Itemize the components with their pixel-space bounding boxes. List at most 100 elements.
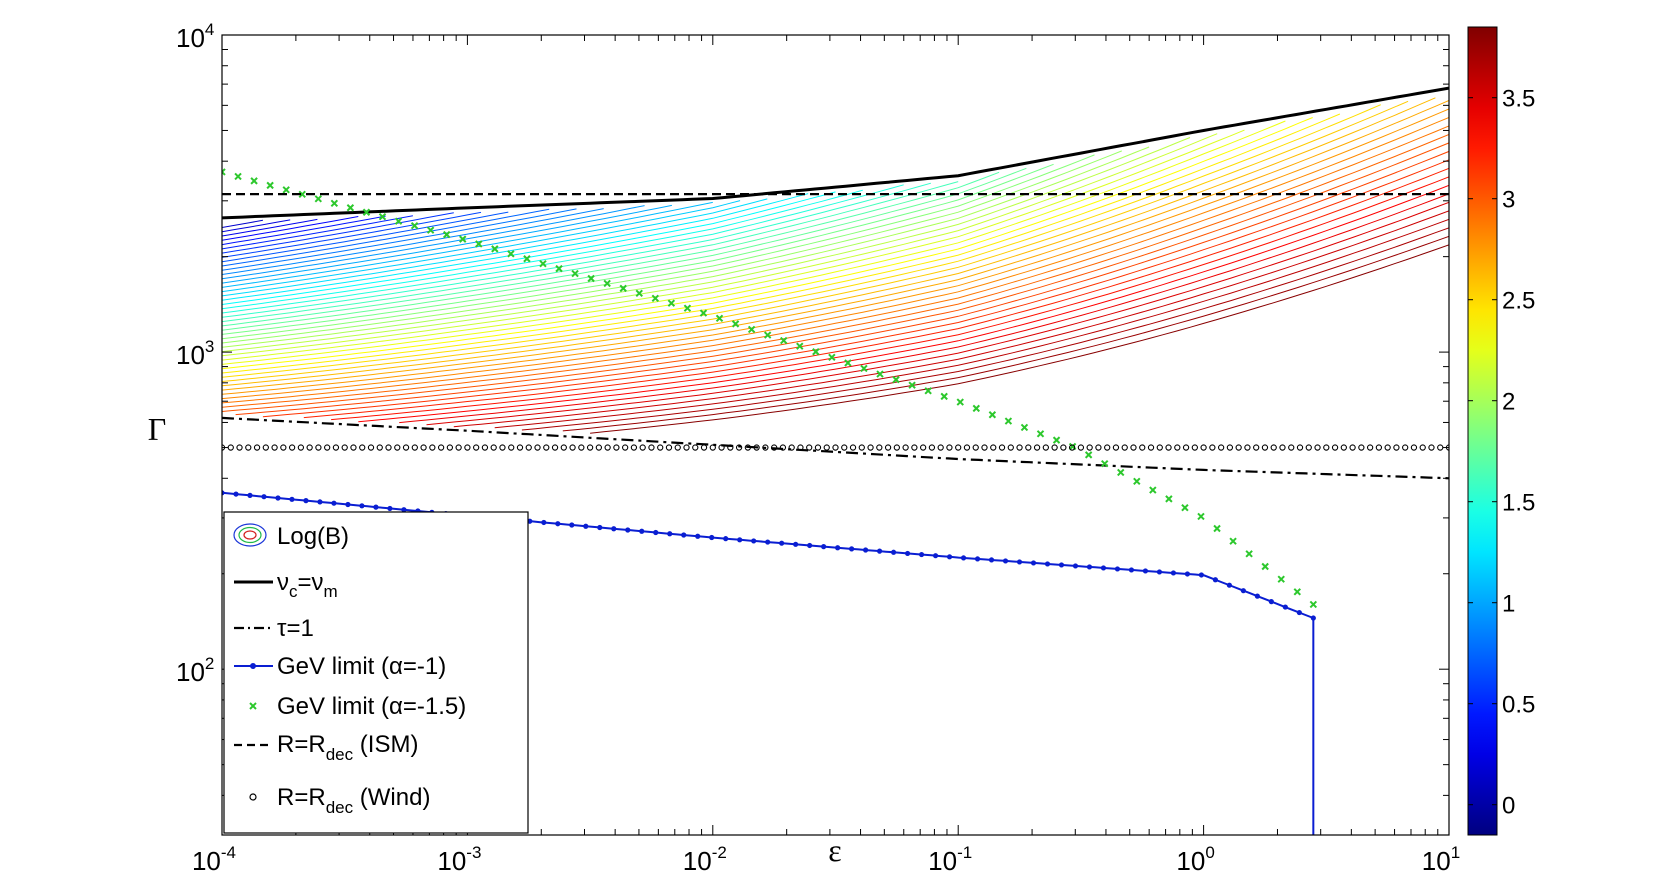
series-point xyxy=(569,444,576,451)
series-point xyxy=(1217,444,1225,451)
legend-nuc-main: ν xyxy=(277,569,289,596)
series-point xyxy=(700,444,708,451)
series-point xyxy=(385,444,392,451)
series-marker xyxy=(731,320,740,328)
series-point xyxy=(1016,444,1023,451)
series-marker xyxy=(234,172,242,181)
contour-line xyxy=(222,204,672,284)
series-marker xyxy=(699,309,708,317)
series-point xyxy=(1419,444,1426,451)
series-point xyxy=(236,444,243,451)
marker-stroke xyxy=(828,353,836,362)
series-point xyxy=(306,444,313,451)
marker-stroke xyxy=(459,235,467,243)
colorbar-tick-label: 1 xyxy=(1502,591,1515,618)
series-marker xyxy=(571,269,579,278)
marker-stroke xyxy=(442,230,451,239)
x-tick-labels: 10-4 10-3 10-2 10-1 100 101 xyxy=(192,843,1460,875)
series-point xyxy=(692,444,699,451)
series-point xyxy=(560,444,567,451)
series-point xyxy=(919,444,927,451)
series-point xyxy=(1254,593,1260,599)
marker-stroke xyxy=(507,250,515,258)
series-point xyxy=(823,444,830,451)
contour-line xyxy=(222,211,509,263)
colorbar-ticks: 0 0.5 1 1.5 2 2.5 3 3.5 xyxy=(1468,86,1535,820)
series-point xyxy=(1384,444,1391,451)
series-point xyxy=(779,444,787,451)
marker-stroke xyxy=(1052,436,1061,444)
series-point xyxy=(630,444,638,451)
marker-stroke xyxy=(1133,477,1141,485)
contour-line xyxy=(222,129,1245,361)
contour-line xyxy=(358,184,1449,423)
series-point xyxy=(1170,570,1177,576)
legend-nuc-sub2: m xyxy=(324,582,338,601)
series-point xyxy=(222,490,225,496)
contour-line xyxy=(399,193,1449,424)
contour-line xyxy=(494,218,1449,429)
marker-stroke xyxy=(491,245,499,253)
series-point xyxy=(1016,559,1023,565)
series-point xyxy=(394,444,401,451)
series-point xyxy=(1130,444,1137,451)
x-tick-label-exp: -3 xyxy=(466,843,481,862)
contour-line xyxy=(222,208,550,267)
series-point xyxy=(446,444,454,451)
series-point xyxy=(464,444,471,451)
series-marker xyxy=(683,304,692,312)
legend-item-tau: τ=1 xyxy=(234,615,314,642)
series-marker xyxy=(1213,524,1221,533)
series-point xyxy=(289,496,295,502)
series-point xyxy=(1270,444,1277,451)
marker-stroke xyxy=(715,314,724,323)
series-point xyxy=(583,523,589,529)
marker-stroke xyxy=(378,213,387,221)
colorbar-gradient xyxy=(1467,26,1498,836)
series-point xyxy=(586,444,594,451)
series-point xyxy=(613,444,620,451)
contour-line xyxy=(222,212,454,254)
series-point xyxy=(867,444,874,451)
series-point xyxy=(543,444,550,451)
series-point xyxy=(835,545,841,551)
legend-ism-main: R=R xyxy=(277,731,326,758)
contour-line xyxy=(222,99,1449,391)
series-marker xyxy=(763,331,772,339)
series-point xyxy=(653,529,659,536)
series-marker xyxy=(812,348,820,356)
series-point xyxy=(918,551,925,558)
series-marker xyxy=(924,387,932,395)
series-marker xyxy=(828,353,836,362)
contour-line xyxy=(222,219,291,233)
series-marker xyxy=(282,186,290,194)
marker-stroke xyxy=(1149,486,1157,494)
contour-line xyxy=(222,146,1150,348)
contour-line xyxy=(303,167,1449,419)
contour-line xyxy=(222,182,932,318)
contour-line xyxy=(222,205,645,280)
contour-line xyxy=(222,181,959,323)
series-marker xyxy=(491,245,499,253)
marker-stroke xyxy=(619,284,627,293)
contour-line xyxy=(222,198,768,297)
series-point xyxy=(297,444,305,451)
contour-line xyxy=(222,163,1054,335)
series-point xyxy=(709,534,715,541)
series-point xyxy=(788,444,795,451)
series-point xyxy=(1112,444,1120,451)
series-point xyxy=(1437,444,1444,451)
series-point xyxy=(1261,444,1269,451)
series-marker xyxy=(523,255,531,263)
series-point xyxy=(946,554,953,560)
series-point xyxy=(1114,566,1121,572)
series-marker xyxy=(1165,495,1173,503)
series-point xyxy=(1198,572,1205,578)
series-point xyxy=(821,544,827,550)
series-marker xyxy=(1084,451,1093,459)
series-marker xyxy=(796,342,804,350)
marker-stroke xyxy=(330,199,339,207)
series-point xyxy=(1358,444,1365,451)
legend-ism-tail: (ISM) xyxy=(353,731,418,758)
series-point xyxy=(1340,444,1347,451)
